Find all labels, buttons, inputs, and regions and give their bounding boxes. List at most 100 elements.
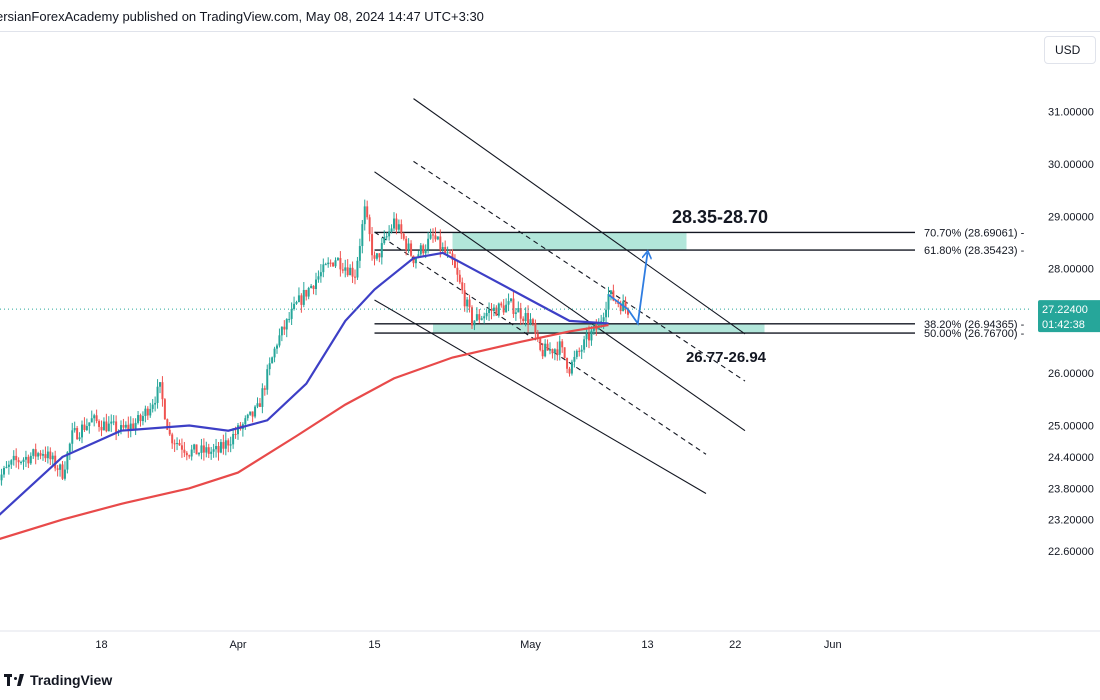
candle-body <box>568 368 571 374</box>
candle-body <box>500 303 503 306</box>
candle-body <box>176 442 179 444</box>
candle-body <box>139 415 142 422</box>
candle-body <box>261 388 264 407</box>
candle-body <box>466 299 469 307</box>
candle-body <box>276 345 278 349</box>
candle-body <box>512 298 515 314</box>
candle-body <box>390 228 393 232</box>
candle-body <box>154 402 157 405</box>
candle-body <box>341 269 344 271</box>
candle-body <box>15 455 18 461</box>
candle-body <box>346 267 349 276</box>
candle-body <box>271 357 274 364</box>
candle-body <box>127 424 130 430</box>
candle-body <box>463 290 466 307</box>
candle-body <box>619 303 622 312</box>
candle-body <box>356 260 359 278</box>
candle-body <box>10 460 13 465</box>
candle-body <box>141 416 144 422</box>
candle-body <box>227 440 230 446</box>
candle-body <box>583 339 586 350</box>
last-price-badge <box>1038 300 1100 333</box>
candle-body <box>173 443 176 445</box>
candle-body <box>27 456 30 464</box>
candle-body <box>105 421 108 432</box>
candle-body <box>37 453 40 457</box>
candle-body <box>400 224 403 234</box>
candle-body <box>302 289 305 305</box>
plot-area <box>0 98 1032 540</box>
publish-info: ersianForexAcademy published on TradingV… <box>0 9 484 24</box>
candle-body <box>83 424 86 430</box>
candle-body <box>61 464 64 479</box>
candle-body <box>566 358 569 369</box>
candle-body <box>283 326 286 330</box>
candle-body <box>85 426 88 430</box>
candle-body <box>210 451 213 454</box>
tradingview-logo[interactable]: TradingView <box>4 672 112 688</box>
time-tick-label: 13 <box>641 639 653 651</box>
candle-body <box>17 460 20 463</box>
price-tick-label: 22.60000 <box>1048 546 1094 558</box>
candle-body <box>558 341 561 355</box>
time-tick-label: May <box>520 639 541 651</box>
candle-body <box>34 449 37 457</box>
candle-body <box>446 252 449 254</box>
candle-body <box>385 236 388 238</box>
candle-body <box>305 289 308 297</box>
candle-body <box>315 279 317 290</box>
candle-body <box>149 408 152 416</box>
candle-body <box>402 233 405 239</box>
candle-body <box>475 314 478 321</box>
price-tick-label: 29.00000 <box>1048 211 1094 223</box>
candle-body <box>417 254 420 258</box>
bar-countdown: 01:42:38 <box>1042 319 1085 331</box>
candle-body <box>244 418 247 425</box>
candle-body <box>319 272 322 277</box>
currency-button[interactable]: USD <box>1044 36 1096 64</box>
candle-body <box>436 236 439 240</box>
candle-body <box>56 468 59 470</box>
candle-body <box>102 421 105 431</box>
candle-body <box>59 464 62 470</box>
candle-body <box>246 414 249 419</box>
price-tick-label: 28.00000 <box>1048 264 1094 276</box>
candle-body <box>280 326 283 336</box>
candle-body <box>293 303 296 309</box>
candle-body <box>332 262 335 267</box>
candle-body <box>224 440 227 449</box>
candle-body <box>254 406 257 417</box>
candle-body <box>312 285 315 290</box>
candle-body <box>563 347 566 359</box>
candle-body <box>183 449 186 453</box>
candle-body <box>327 262 330 265</box>
candle-body <box>580 349 583 352</box>
candle-body <box>180 445 183 450</box>
candle-body <box>39 453 42 456</box>
candle-body <box>344 267 347 271</box>
candle-body <box>471 307 473 326</box>
candle-body <box>570 361 573 374</box>
candle-body <box>205 447 208 453</box>
candle-body <box>76 428 79 440</box>
zone-label-upper: 28.35-28.70 <box>672 207 768 227</box>
candle-body <box>42 454 44 456</box>
candle-body <box>329 262 332 264</box>
candle-body <box>215 446 218 450</box>
candle-body <box>0 474 3 481</box>
candle-body <box>295 301 298 304</box>
candle-body <box>492 307 495 311</box>
candle-body <box>268 363 271 370</box>
price-axis-pane <box>1036 32 1100 664</box>
candle-body <box>458 274 461 283</box>
candle-body <box>434 235 437 240</box>
candle-body <box>456 267 459 275</box>
candle-body <box>473 320 476 326</box>
candle-body <box>517 308 520 313</box>
candle-body <box>322 264 325 273</box>
candle-body <box>561 341 564 348</box>
candle-body <box>602 317 605 322</box>
candle-body <box>156 386 159 403</box>
candle-body <box>429 234 432 239</box>
